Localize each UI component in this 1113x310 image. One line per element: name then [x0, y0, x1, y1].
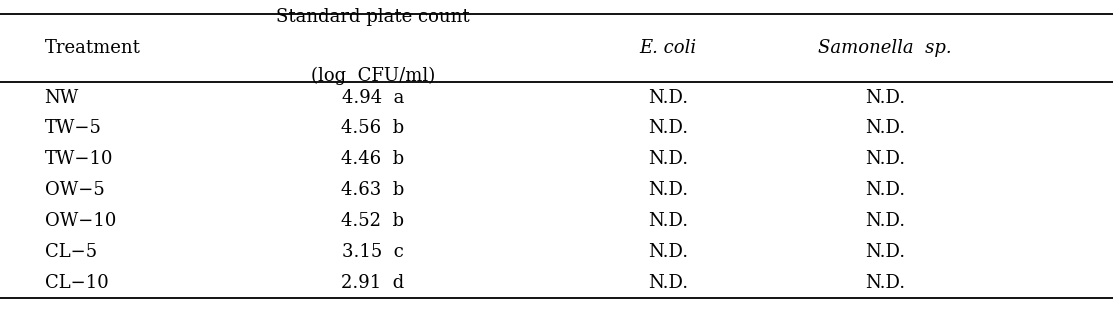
Text: 3.15  c: 3.15 c: [342, 243, 404, 261]
Text: E. coli: E. coli: [639, 39, 697, 57]
Text: Treatment: Treatment: [45, 39, 140, 57]
Text: N.D.: N.D.: [648, 212, 688, 230]
Text: OW−5: OW−5: [45, 181, 105, 199]
Text: N.D.: N.D.: [865, 89, 905, 107]
Text: Samonella  sp.: Samonella sp.: [818, 39, 952, 57]
Text: 4.56  b: 4.56 b: [342, 119, 404, 137]
Text: TW−10: TW−10: [45, 150, 114, 168]
Text: TW−5: TW−5: [45, 119, 101, 137]
Text: N.D.: N.D.: [648, 150, 688, 168]
Text: N.D.: N.D.: [648, 119, 688, 137]
Text: 2.91  d: 2.91 d: [342, 274, 404, 292]
Text: N.D.: N.D.: [865, 274, 905, 292]
Text: Standard plate count: Standard plate count: [276, 8, 470, 26]
Text: N.D.: N.D.: [648, 243, 688, 261]
Text: CL−10: CL−10: [45, 274, 108, 292]
Text: 4.63  b: 4.63 b: [342, 181, 404, 199]
Text: N.D.: N.D.: [865, 150, 905, 168]
Text: N.D.: N.D.: [865, 181, 905, 199]
Text: N.D.: N.D.: [648, 181, 688, 199]
Text: OW−10: OW−10: [45, 212, 116, 230]
Text: 4.46  b: 4.46 b: [342, 150, 404, 168]
Text: N.D.: N.D.: [865, 243, 905, 261]
Text: N.D.: N.D.: [865, 119, 905, 137]
Text: (log  CFU/ml): (log CFU/ml): [311, 67, 435, 85]
Text: 4.52  b: 4.52 b: [342, 212, 404, 230]
Text: NW: NW: [45, 89, 79, 107]
Text: N.D.: N.D.: [648, 274, 688, 292]
Text: N.D.: N.D.: [865, 212, 905, 230]
Text: 4.94  a: 4.94 a: [342, 89, 404, 107]
Text: N.D.: N.D.: [648, 89, 688, 107]
Text: CL−5: CL−5: [45, 243, 97, 261]
